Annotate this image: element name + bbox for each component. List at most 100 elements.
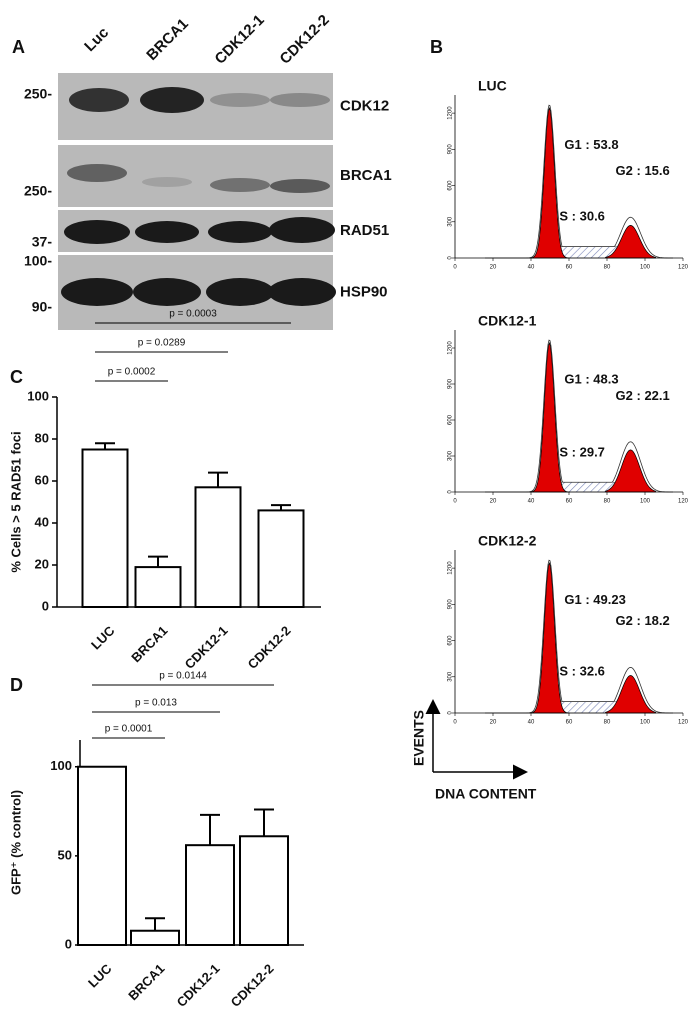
p-value: p = 0.0003	[169, 309, 217, 320]
p-value: p = 0.0001	[105, 724, 153, 735]
y-tick-label: 0	[448, 490, 454, 494]
panel-label: B	[430, 37, 443, 57]
y-tick-label: 60	[35, 472, 49, 487]
y-tick-label: 1200	[448, 106, 454, 120]
x-tick-label: 80	[604, 499, 611, 505]
lane-label: Luc	[81, 24, 112, 55]
x-tick-label: 0	[453, 499, 457, 505]
flow-title: CDK12-2	[478, 533, 537, 549]
bar	[130, 929, 180, 947]
axis-label: EVENTS	[411, 710, 427, 766]
p-value: p = 0.0289	[138, 338, 186, 349]
blot-row-label: HSP90	[340, 283, 388, 300]
mw-marker: 90-	[32, 299, 53, 315]
y-tick-label: 0	[448, 711, 454, 715]
y-tick-label: 80	[35, 430, 49, 445]
lane-label: BRCA1	[143, 15, 192, 64]
blot-band	[67, 164, 127, 182]
bar	[239, 835, 289, 946]
x-tick-label: 0	[453, 720, 457, 726]
phase-label: G1 : 53.8	[564, 137, 618, 152]
x-tick-label: 20	[490, 720, 497, 726]
blot-band	[133, 278, 201, 306]
blot-band	[210, 178, 270, 192]
x-tick-label: 20	[490, 265, 497, 271]
phase-label: S : 29.7	[559, 445, 605, 460]
x-tick-label: CDK12-1	[174, 961, 223, 1010]
panel-label: A	[12, 37, 25, 57]
flow-title: LUC	[478, 78, 507, 94]
phase-label: S : 30.6	[559, 209, 605, 224]
y-tick-label: 20	[35, 556, 49, 571]
x-tick-label: 40	[528, 720, 535, 726]
g2-peak	[605, 449, 656, 493]
phase-label: G1 : 49.23	[564, 592, 625, 607]
x-tick-label: 60	[566, 499, 573, 505]
y-axis-label: % Cells > 5 RAD51 foci	[8, 431, 23, 572]
y-tick-label: 900	[448, 378, 454, 389]
x-tick-label: 60	[566, 265, 573, 271]
bar	[257, 509, 305, 608]
y-tick-label: 300	[448, 671, 454, 682]
bar	[81, 448, 129, 608]
g2-peak	[605, 675, 656, 714]
x-tick-label: CDK12-2	[245, 623, 294, 672]
panel-label: D	[10, 675, 23, 695]
bar	[77, 765, 127, 946]
x-tick-label: 120	[678, 265, 689, 271]
blot-row-label: RAD51	[340, 222, 389, 239]
blot-band	[61, 278, 133, 306]
blot-row-label: CDK12	[340, 97, 389, 114]
y-tick-label: 100	[50, 758, 72, 773]
y-tick-label: 300	[448, 216, 454, 227]
x-tick-label: 80	[604, 265, 611, 271]
x-tick-label: 100	[640, 265, 651, 271]
y-tick-label: 1200	[448, 561, 454, 575]
blot-band	[210, 93, 270, 107]
x-tick-label: BRCA1	[125, 961, 167, 1003]
y-tick-label: 900	[448, 144, 454, 155]
mw-marker: 250-	[24, 86, 52, 102]
phase-label: S : 32.6	[559, 664, 605, 679]
axis-label: DNA CONTENT	[435, 786, 537, 802]
y-tick-label: 50	[58, 847, 72, 862]
x-tick-label: 120	[678, 499, 689, 505]
x-tick-label: 100	[640, 499, 651, 505]
phase-label: G2 : 18.2	[616, 613, 670, 628]
x-tick-label: 20	[490, 499, 497, 505]
blot-band	[270, 93, 330, 107]
blot-band	[64, 220, 130, 244]
blot-band	[208, 221, 272, 243]
blot-band	[268, 278, 336, 306]
g2-peak	[605, 225, 656, 259]
histogram-outline	[485, 339, 674, 493]
blot-band	[135, 221, 199, 243]
y-tick-label: 0	[448, 256, 454, 260]
g1-peak	[529, 561, 570, 714]
blot-band	[269, 217, 335, 243]
y-tick-label: 600	[448, 180, 454, 191]
histogram-outline	[485, 104, 674, 259]
bar	[134, 566, 182, 608]
x-tick-label: BRCA1	[128, 623, 170, 665]
x-tick-label: 80	[604, 720, 611, 726]
phase-label: G1 : 48.3	[564, 372, 618, 387]
y-tick-label: 100	[27, 388, 49, 403]
y-tick-label: 0	[42, 598, 49, 613]
panel-label: C	[10, 367, 23, 387]
phase-label: G2 : 15.6	[616, 163, 670, 178]
blot-band	[206, 278, 274, 306]
x-tick-label: LUC	[88, 623, 118, 653]
y-tick-label: 300	[448, 450, 454, 461]
g1-peak	[529, 341, 570, 493]
x-tick-label: 40	[528, 265, 535, 271]
blot-band	[69, 88, 129, 112]
p-value: p = 0.013	[135, 698, 177, 709]
x-tick-label: CDK12-2	[228, 961, 277, 1010]
bar	[185, 844, 235, 946]
blot-row-label: BRCA1	[340, 167, 392, 184]
p-value: p = 0.0002	[108, 367, 156, 378]
y-axis-label: GFP⁺ (% control)	[8, 790, 23, 895]
histogram-outline	[485, 559, 674, 714]
y-tick-label: 1200	[448, 341, 454, 355]
